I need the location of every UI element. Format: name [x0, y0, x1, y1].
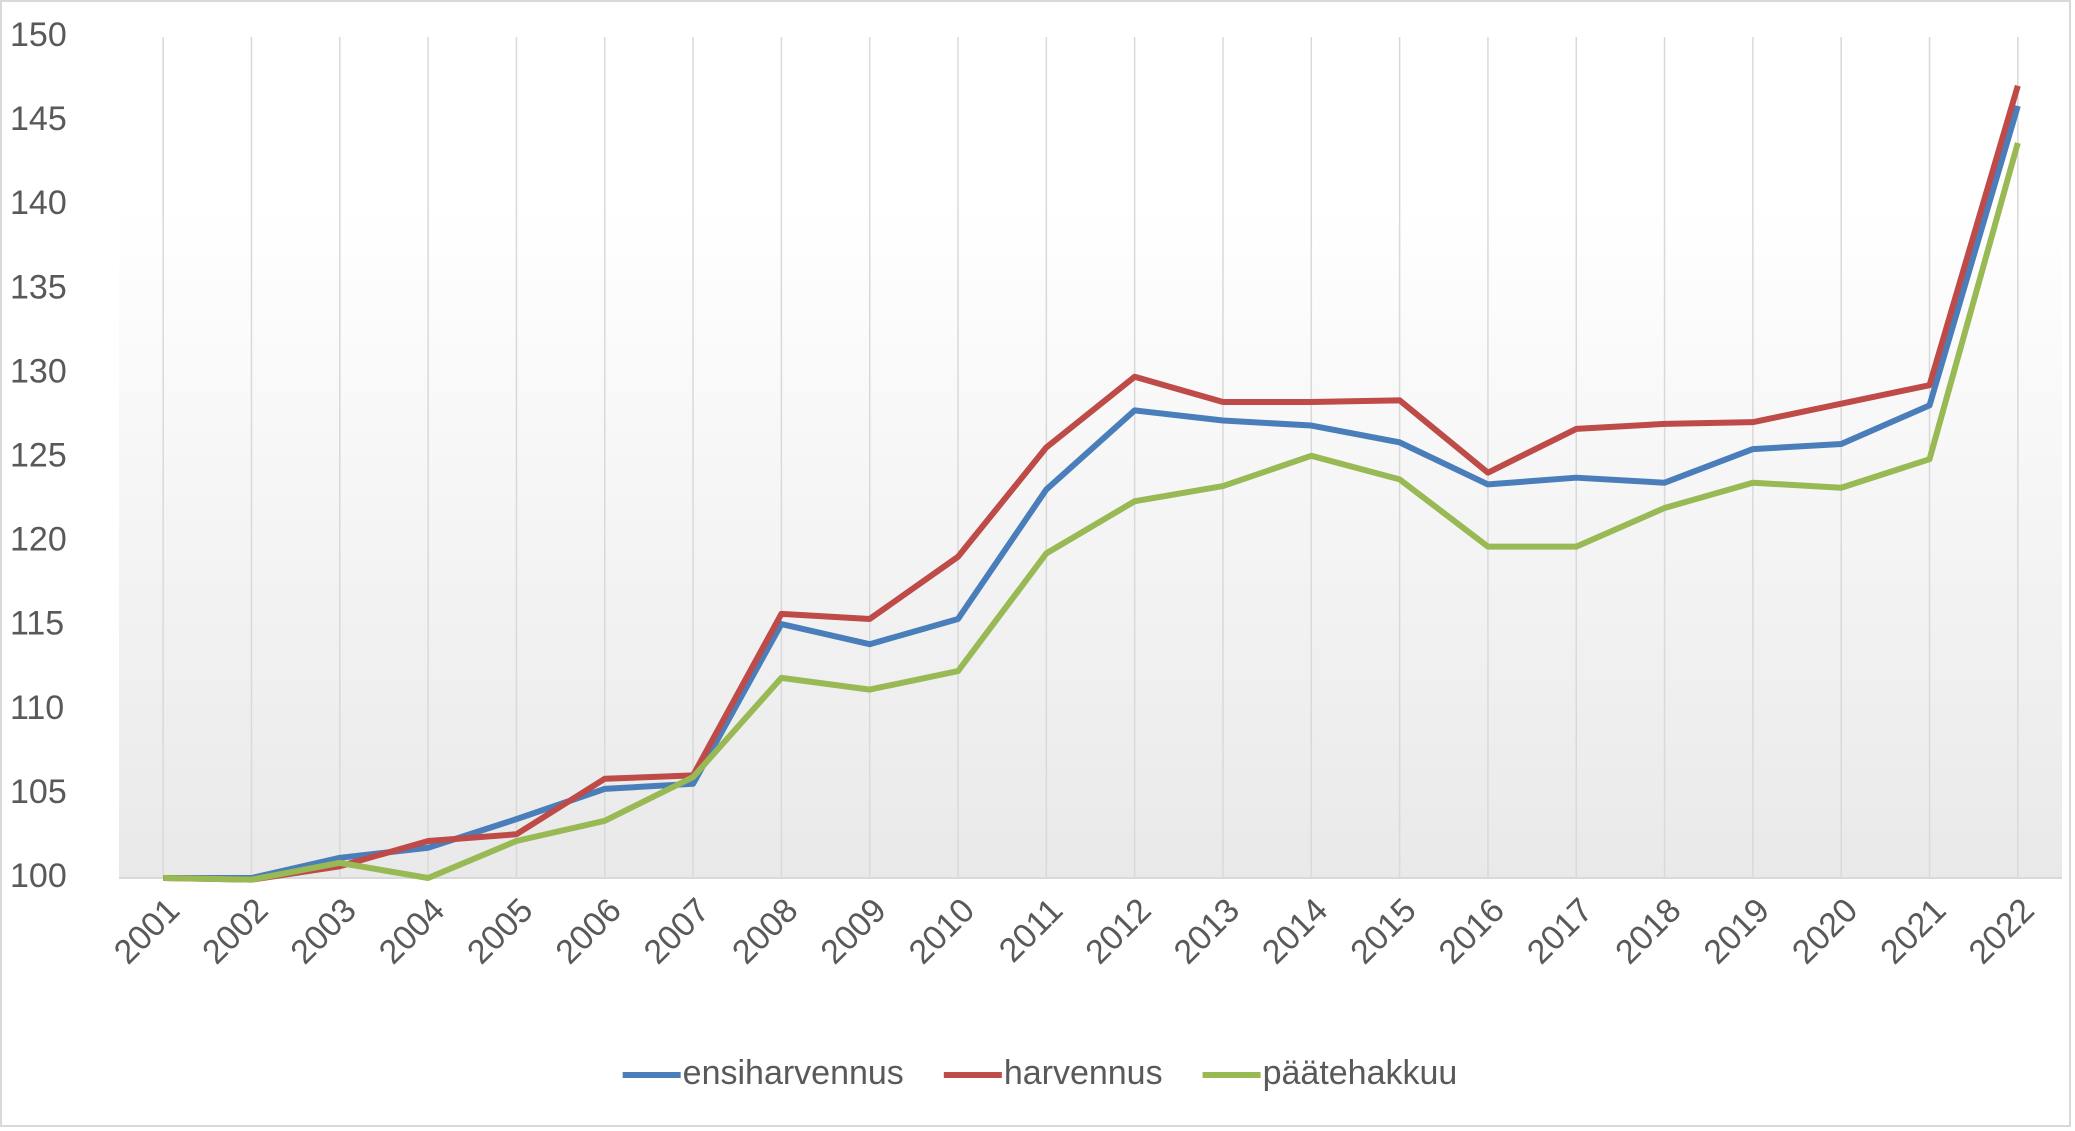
y-tick-label: 120: [10, 521, 67, 559]
y-tick-label: 140: [10, 184, 67, 222]
series-line: [163, 84, 2021, 883]
y-tick-label: 125: [10, 436, 67, 474]
y-tick-label: 130: [10, 352, 67, 390]
y-tick-label: 145: [10, 100, 67, 138]
y-tick-label: 105: [10, 773, 67, 811]
y-tick-label: 100: [10, 857, 67, 895]
y-tick-label: 150: [10, 16, 67, 54]
legend-label: päätehakkuu: [1263, 1054, 1458, 1092]
y-tick-label: 115: [10, 605, 64, 643]
y-tick-label: 110: [10, 689, 64, 727]
legend-label: harvennus: [1004, 1054, 1163, 1092]
legend-label: ensiharvennus: [683, 1054, 904, 1092]
series-line: [163, 105, 2021, 881]
series-line: [163, 142, 2021, 883]
plot-area: [119, 37, 2062, 878]
y-tick-label: 135: [10, 268, 67, 306]
